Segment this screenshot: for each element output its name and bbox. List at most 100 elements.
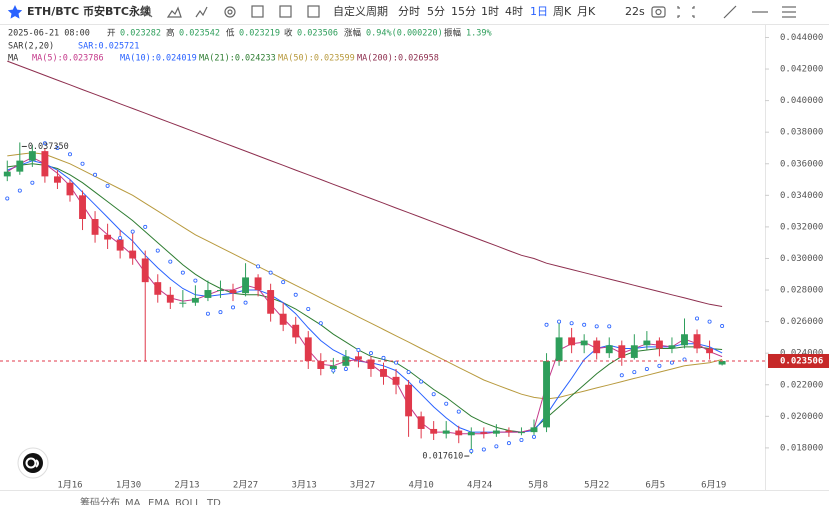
y-tick-label: 0.020000	[780, 412, 823, 422]
last-price-box	[768, 353, 829, 368]
y-tick-label: 0.018000	[780, 443, 823, 453]
candle-body	[392, 376, 400, 385]
ma-line	[7, 163, 723, 433]
sar-dot	[218, 310, 223, 315]
sar-dot	[632, 370, 637, 375]
logo	[17, 447, 49, 479]
candle-body	[668, 345, 676, 349]
sar-dot	[607, 324, 612, 329]
period-option[interactable]: 15分	[451, 5, 476, 18]
candle-body	[618, 345, 626, 358]
toolbar-icons[interactable]	[141, 5, 796, 19]
sar-dot	[444, 401, 449, 406]
candle-body	[380, 368, 387, 377]
candle-body	[279, 313, 287, 325]
y-tick-label: 0.030000	[780, 254, 823, 264]
info-value: 1.39%	[466, 29, 492, 39]
candle-body	[718, 360, 726, 365]
y-tick-label: 0.022000	[780, 380, 823, 390]
sar-dot	[406, 370, 411, 375]
candle-body	[104, 234, 112, 240]
sar-dot	[669, 360, 674, 365]
sar-dot	[5, 196, 10, 201]
favorite-star[interactable]	[7, 5, 23, 19]
candle-body	[643, 340, 651, 346]
period-option[interactable]: 月K	[577, 5, 596, 18]
candle-body	[492, 430, 500, 434]
y-tick-label: 0.038000	[780, 128, 823, 138]
info-value: 0.023542	[179, 29, 220, 39]
bottom-tool: BOLL	[175, 498, 201, 505]
plot-area	[3, 60, 726, 455]
sar-dot	[707, 319, 712, 324]
candle-body	[329, 365, 337, 369]
bottom-tool: 筹码分布	[80, 496, 120, 505]
y-tick-label: 0.024000	[780, 349, 823, 359]
sar-dot	[657, 363, 662, 368]
sar-dot	[143, 224, 148, 229]
candle-body	[141, 258, 149, 283]
sar-dot	[569, 321, 574, 326]
candle-body	[543, 361, 550, 428]
sar-dot	[331, 368, 336, 373]
info-date: 2025-06-21 08:00	[8, 29, 90, 39]
candle-body	[354, 356, 362, 360]
candle-body	[430, 428, 438, 434]
period-option[interactable]: 1时	[481, 5, 499, 18]
period-option[interactable]: 4时	[505, 5, 523, 18]
period-option[interactable]: 分时	[398, 5, 420, 18]
sar-dot	[281, 280, 286, 285]
sar-dot	[93, 172, 98, 177]
candle-body	[292, 324, 300, 338]
sar-dot	[619, 373, 624, 378]
sar-dot	[268, 270, 273, 275]
candle-body	[242, 277, 250, 294]
sar-dot	[368, 351, 373, 356]
sar-dot	[594, 324, 599, 329]
sar-dot	[343, 366, 348, 371]
sar-dot	[381, 355, 386, 360]
sar-dot	[582, 322, 587, 327]
legend-entry: MA(200):0.026958	[357, 54, 439, 64]
y-tick-label: 0.026000	[780, 317, 823, 327]
bottom-tool: EMA	[148, 498, 170, 505]
candle-body	[129, 250, 137, 259]
sar-dot	[531, 434, 536, 439]
custom-period[interactable]: 自定义周期	[333, 4, 388, 18]
period-option[interactable]: 1日	[530, 5, 548, 18]
candle-body	[480, 432, 488, 434]
sar-dot	[720, 324, 725, 329]
ma-title: MA	[8, 54, 18, 64]
y-tick-label: 0.034000	[780, 191, 823, 201]
candle-body	[693, 334, 701, 349]
sar-dot	[80, 161, 85, 166]
candle-body	[28, 151, 36, 161]
sar-dot	[231, 305, 236, 310]
candle-body	[179, 302, 187, 304]
bottom-tool: MA	[125, 498, 141, 505]
candle-body	[79, 195, 86, 220]
y-tick-label: 0.028000	[780, 286, 823, 296]
period-option[interactable]: 周K	[553, 5, 572, 18]
x-tick-label: 5月8	[528, 480, 548, 491]
candle-body	[66, 182, 74, 196]
y-tick-label: 0.032000	[780, 222, 823, 232]
x-tick-label: 2月13	[174, 480, 199, 491]
candle-body	[442, 430, 450, 434]
candle-body	[681, 334, 688, 346]
period-option[interactable]: 5分	[427, 5, 445, 18]
x-tick-label: 3月13	[291, 480, 316, 491]
candle-body	[91, 219, 99, 235]
ma-line	[7, 60, 723, 307]
info-label: 开	[107, 29, 116, 39]
info-label: 振幅	[444, 28, 462, 39]
info-value: 0.023506	[297, 29, 338, 39]
symbol[interactable]: ETH/BTC 币安BTC永续	[27, 4, 151, 18]
candle-body	[706, 348, 714, 354]
timer: 22s	[625, 5, 645, 18]
candle-body	[593, 340, 601, 354]
sar-title: SAR(2,20)	[8, 42, 54, 52]
candle-body	[229, 290, 237, 294]
info-label: 高	[166, 28, 175, 39]
